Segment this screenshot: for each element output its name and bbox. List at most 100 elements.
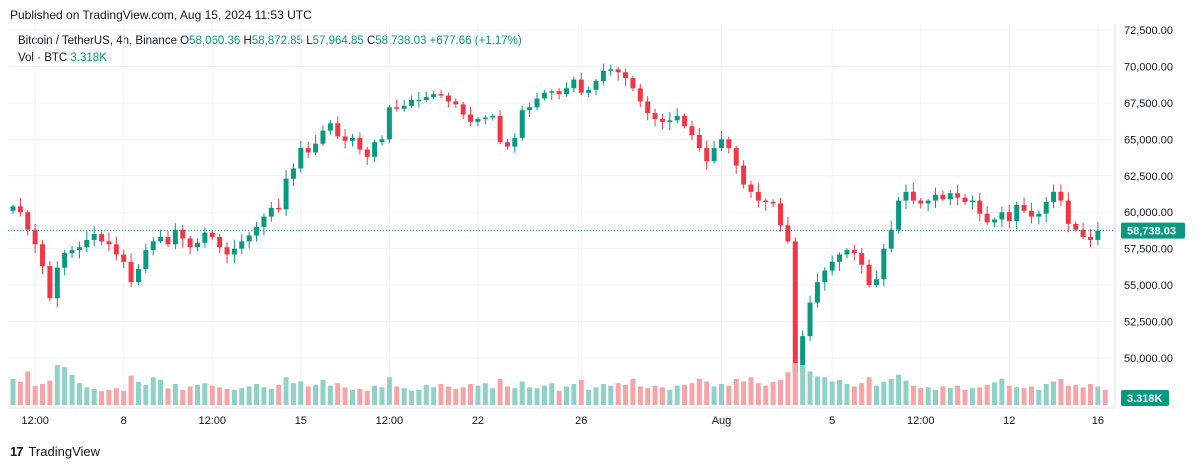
candle-body xyxy=(364,149,370,157)
last-price-label: 58,738.03 xyxy=(1127,226,1176,238)
volume-bar xyxy=(438,384,444,405)
candle-body xyxy=(1080,229,1086,238)
candle-body xyxy=(268,207,274,217)
x-tick-label: 12 xyxy=(1003,415,1015,427)
candle-body xyxy=(549,91,555,93)
open-label: O xyxy=(180,35,190,47)
last-price-badge xyxy=(1121,222,1185,239)
candle-body xyxy=(394,107,400,109)
candle-body xyxy=(630,78,636,89)
candle-body xyxy=(305,148,311,153)
candle-body xyxy=(401,105,407,109)
volume-bar xyxy=(844,384,850,405)
volume-bar xyxy=(91,389,97,405)
volume-bar xyxy=(364,390,370,405)
candle-body xyxy=(475,118,481,122)
volume-bar xyxy=(984,384,990,405)
candle-body xyxy=(158,237,164,242)
candle-body xyxy=(903,191,909,201)
candle-body xyxy=(423,97,429,100)
volume-bar xyxy=(1043,384,1049,405)
x-tick-label: 12:00 xyxy=(907,415,935,427)
candle-body xyxy=(342,136,348,141)
volume-bar xyxy=(268,389,274,405)
candle-body xyxy=(99,234,105,242)
volume-bar xyxy=(453,389,459,405)
y-tick-label: 55,000.00 xyxy=(1124,280,1173,292)
y-tick-label: 60,000.00 xyxy=(1124,207,1173,219)
volume-bar xyxy=(1080,387,1086,405)
volume-bar xyxy=(298,381,304,405)
candle-body xyxy=(674,116,680,121)
candle-body xyxy=(276,207,282,210)
volume-bar xyxy=(468,384,474,405)
volume-bar xyxy=(763,385,769,405)
candle-body xyxy=(25,212,31,230)
volume-bar xyxy=(158,379,164,405)
candle-body xyxy=(1051,191,1057,203)
candle-body xyxy=(748,184,754,192)
tradingview-logo[interactable]: 17 TradingView xyxy=(10,444,100,459)
volume-bar xyxy=(630,378,636,405)
volume-bar xyxy=(25,371,31,405)
candle-body xyxy=(881,248,887,280)
candle-body xyxy=(763,200,769,203)
candle-body xyxy=(349,137,355,141)
volume-bar xyxy=(925,387,931,405)
candle-body xyxy=(962,197,968,203)
volume-bar xyxy=(1014,387,1020,405)
y-tick-label: 52,500.00 xyxy=(1124,317,1173,329)
volume-bar xyxy=(992,382,998,405)
candle-body xyxy=(829,261,835,271)
volume-bar xyxy=(955,385,961,405)
volume-bar xyxy=(460,387,466,405)
price-chart[interactable]: 72,500.00 70,000.00 67,500.00 65,000.00 62,5… xyxy=(0,0,1200,440)
candle-body xyxy=(298,148,304,169)
candle-body xyxy=(1028,210,1034,217)
candle-body xyxy=(969,200,975,203)
volume-bar xyxy=(409,390,415,405)
volume-bar xyxy=(217,387,223,405)
candle-body xyxy=(718,139,724,149)
candle-body xyxy=(940,194,946,200)
volume-bar xyxy=(674,385,680,405)
volume-bar xyxy=(379,387,385,405)
candle-body xyxy=(608,69,614,71)
x-tick-label: 12:00 xyxy=(376,415,404,427)
candle-body xyxy=(76,247,82,251)
candle-body xyxy=(313,143,319,153)
candle-body xyxy=(335,123,341,137)
candle-body xyxy=(637,88,643,102)
candle-body xyxy=(947,193,953,200)
volume-bar xyxy=(195,384,200,405)
candle-body xyxy=(290,168,296,179)
volume-bar xyxy=(659,387,665,405)
candle-body xyxy=(504,142,510,147)
candle-body xyxy=(121,254,127,262)
candle-body xyxy=(711,148,717,162)
volume-bar xyxy=(969,388,975,405)
candle-body xyxy=(645,101,651,114)
volume-bar xyxy=(541,385,547,405)
candle-body xyxy=(822,270,828,283)
volume-bar xyxy=(47,380,53,405)
candle-body xyxy=(283,178,289,210)
volume-bar xyxy=(261,387,267,405)
candle-body xyxy=(113,244,119,255)
candle-body xyxy=(682,116,688,127)
volume-bar xyxy=(305,386,311,405)
volume-bar xyxy=(40,384,46,405)
candle-body xyxy=(246,235,252,242)
candle-body xyxy=(770,202,776,204)
candle-body xyxy=(91,234,97,240)
candle-body xyxy=(172,229,178,245)
volume-bar xyxy=(652,385,658,405)
x-tick-label: Aug xyxy=(712,415,732,427)
volume-bar xyxy=(667,389,673,405)
volume-bar xyxy=(822,377,828,405)
candle-body xyxy=(1058,191,1064,201)
volume-bar xyxy=(231,389,237,405)
volume-bar xyxy=(113,388,119,405)
volume-bar xyxy=(1028,386,1034,405)
candle-body xyxy=(564,88,569,95)
